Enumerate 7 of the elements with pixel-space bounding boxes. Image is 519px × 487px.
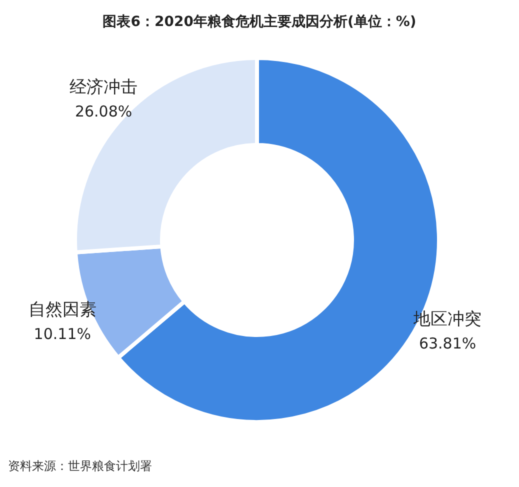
text: 资料来源：世界粮食计划署 (8, 459, 152, 473)
data-label: 10.11% (34, 324, 92, 343)
data-label: 26.08% (74, 102, 132, 121)
data-label: 63.81% (418, 334, 476, 352)
chart-title: 图表6：2020年粮食危机主要成因分析(单位：%) (102, 13, 416, 30)
slice-label: 自然因素 (28, 300, 96, 320)
slice-label: 经济冲击 (70, 78, 138, 98)
